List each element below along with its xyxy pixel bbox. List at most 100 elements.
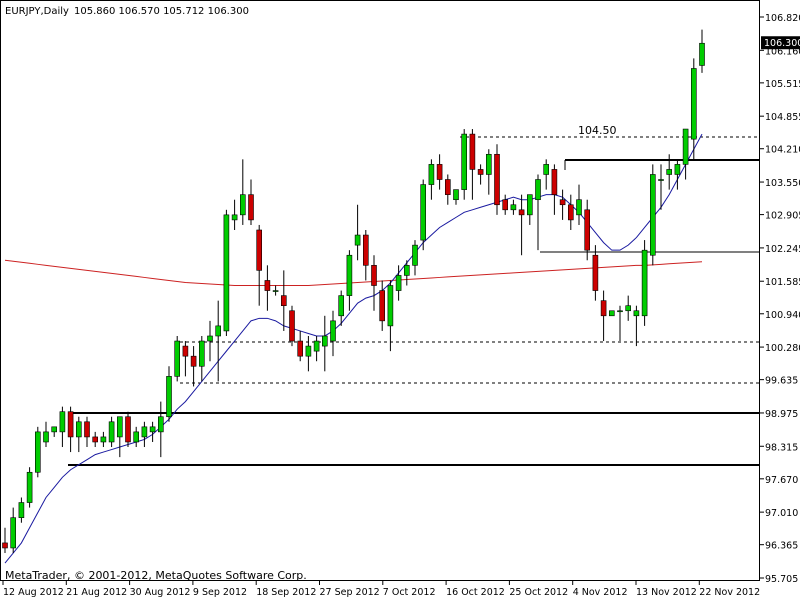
candle-body-bear [264, 280, 271, 291]
candle-body-bear [182, 345, 189, 357]
candle-body-bear [297, 340, 304, 357]
candle-body-bull [313, 340, 320, 352]
candle [379, 280, 386, 331]
candle-body-bull [617, 310, 623, 313]
candle-body-bear [502, 199, 509, 211]
candle [608, 310, 615, 317]
copyright-text: MetaTrader, © 2001-2012, MetaQuotes Soft… [5, 569, 307, 582]
candle [699, 29, 705, 73]
candle-body-bull [18, 502, 25, 518]
candle-body-bear [477, 169, 484, 175]
slow-moving-average [4, 259, 703, 287]
candle [76, 416, 82, 453]
candle [280, 270, 287, 331]
candle [84, 416, 90, 448]
candle [182, 341, 189, 377]
candle [313, 335, 320, 362]
candle [666, 154, 673, 190]
candle [576, 184, 582, 225]
candle-body-bull [34, 431, 41, 473]
candle-body-bear [67, 411, 74, 438]
candle [502, 194, 509, 215]
price-axis[interactable]: 106.820 106.160 105.515 104.855 104.210 103.5… [760, 13, 800, 585]
candle-body-bull [674, 164, 681, 175]
candle-body-bull [43, 431, 49, 443]
candlestick-series [2, 29, 705, 554]
price-tick-label: 104.210 [765, 145, 800, 156]
candle [436, 154, 443, 190]
candle-body-bull [174, 340, 180, 377]
candle-body-bull [149, 426, 156, 433]
candle [26, 467, 33, 508]
candle-body-bear [256, 229, 263, 271]
time-tick-label: 4 Nov 2012 [573, 587, 628, 598]
candle [272, 285, 279, 296]
candle [231, 199, 238, 230]
candle [362, 229, 369, 281]
candle-body-bull [543, 164, 550, 175]
slow-ma-line [4, 259, 703, 287]
candle-body-bear [584, 209, 591, 251]
price-tick-label: 95.705 [765, 574, 798, 585]
candle [240, 159, 246, 225]
candle [518, 194, 525, 256]
candle [338, 290, 345, 326]
time-tick-label: 16 Oct 2012 [446, 587, 505, 598]
time-tick-label: 21 Aug 2012 [66, 587, 127, 598]
candle-body-bull [133, 431, 139, 443]
candle-body-bull [26, 471, 33, 503]
candle [682, 128, 689, 180]
price-tick-label: 106.820 [765, 13, 800, 24]
candle-body-bull [10, 517, 16, 549]
candle [223, 209, 230, 336]
candle [387, 280, 394, 352]
candle [494, 144, 500, 215]
candle-body-bull [158, 416, 164, 433]
candle-body-bull [510, 204, 517, 211]
candle-body-bear [469, 133, 476, 170]
candle-body-bull [420, 184, 427, 241]
price-tick-label: 102.905 [765, 211, 800, 222]
price-tick-label: 105.515 [765, 79, 800, 90]
time-axis[interactable]: 12 Aug 2012 21 Aug 2012 30 Aug 2012 9 Sep 2… [2, 581, 760, 598]
candle-body-bull [354, 234, 361, 246]
candle [190, 346, 197, 387]
candle [477, 164, 484, 185]
candle-body-bull [412, 244, 418, 266]
candle-body-bull [625, 305, 632, 312]
candle [649, 164, 656, 266]
time-tick-label: 7 Oct 2012 [383, 587, 436, 598]
candle-body-bear [518, 209, 525, 216]
candle [2, 527, 8, 554]
candle-body-bull [338, 295, 345, 317]
level-lines [68, 136, 760, 466]
time-tick-label: 30 Aug 2012 [130, 587, 191, 598]
candle [199, 335, 205, 382]
candle-body-bull [51, 426, 58, 433]
candle-body-bear [592, 254, 599, 291]
candle [674, 159, 681, 190]
candle [403, 260, 410, 286]
candle [141, 421, 148, 448]
price-tick-label: 99.635 [765, 376, 798, 387]
candle [158, 401, 164, 458]
candle [215, 300, 221, 382]
candle-body-bear [559, 199, 566, 206]
candle [551, 164, 558, 215]
candle [297, 330, 304, 362]
time-tick-label: 18 Sep 2012 [256, 587, 316, 598]
price-tick-label: 106.160 [765, 46, 800, 57]
candle [174, 335, 180, 382]
candle-body-bull [100, 436, 107, 443]
candle [617, 305, 623, 342]
candle-body-bear [248, 194, 254, 221]
candle-body-bull [690, 68, 697, 140]
candle-body-bull [395, 275, 402, 291]
candle [428, 159, 435, 200]
candle [535, 174, 541, 251]
candle-body-bear [379, 290, 386, 322]
candle [600, 290, 607, 342]
candle-body-bull [305, 345, 312, 357]
